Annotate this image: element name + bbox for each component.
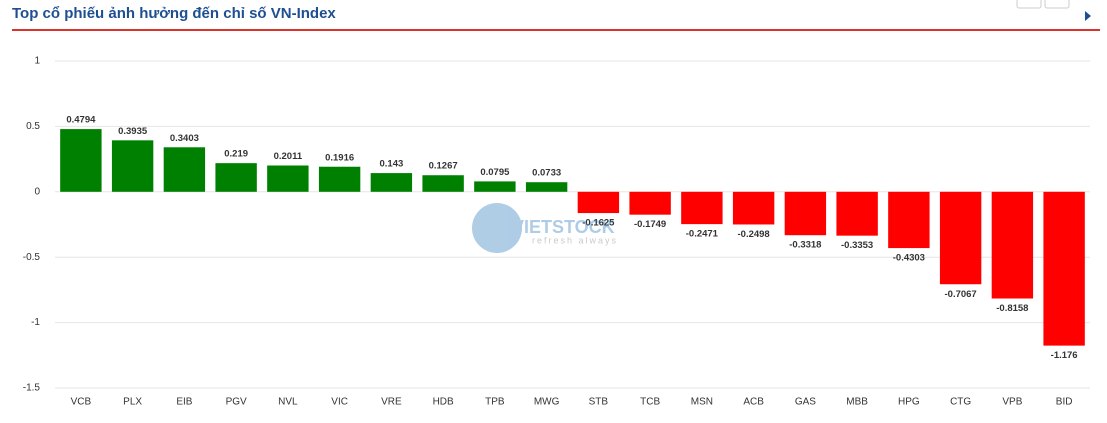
y-tick-label: 0.5 bbox=[26, 121, 40, 132]
watermark-tagline: refresh always bbox=[532, 235, 618, 245]
bar bbox=[318, 166, 361, 192]
expand-arrow[interactable] bbox=[1085, 11, 1091, 21]
x-tick-label: ACB bbox=[743, 397, 764, 408]
bar bbox=[111, 140, 154, 192]
x-tick-label: MBB bbox=[846, 397, 868, 408]
bar bbox=[991, 191, 1034, 299]
x-tick-label: MSN bbox=[691, 397, 713, 408]
x-tick-label: VIC bbox=[331, 397, 348, 408]
y-tick-label: 1 bbox=[34, 56, 40, 67]
value-label: -0.1625 bbox=[582, 218, 615, 229]
x-tick-label: PGV bbox=[226, 397, 247, 408]
bar bbox=[888, 191, 930, 249]
watermark-brand: VIETSTOCK bbox=[512, 217, 615, 237]
x-tick-label: TCB bbox=[640, 397, 660, 408]
bar bbox=[215, 163, 257, 192]
y-tick-label: -1.5 bbox=[23, 383, 41, 394]
value-label: 0.0795 bbox=[480, 167, 510, 178]
y-tick-label: -0.5 bbox=[23, 252, 41, 263]
x-tick-label: NVL bbox=[278, 397, 298, 408]
value-label: 0.219 bbox=[224, 149, 248, 160]
value-label: 0.0733 bbox=[532, 168, 561, 179]
bar bbox=[629, 191, 671, 215]
x-tick-label: CTG bbox=[950, 397, 971, 408]
value-label: -0.2471 bbox=[686, 229, 719, 240]
x-tick-label: HPG bbox=[898, 397, 920, 408]
value-label: 0.2011 bbox=[274, 151, 303, 162]
watermark-logo bbox=[472, 203, 522, 253]
y-tick-label: -1 bbox=[31, 317, 40, 328]
x-tick-label: GAS bbox=[795, 397, 816, 408]
x-tick-label: BID bbox=[1056, 397, 1073, 408]
bar bbox=[784, 191, 827, 236]
y-tick-label: 0 bbox=[34, 186, 40, 197]
x-tick-label: PLX bbox=[123, 397, 142, 408]
bar bbox=[681, 191, 723, 225]
bar bbox=[1043, 191, 1085, 346]
x-tick-label: HDB bbox=[433, 397, 454, 408]
value-label: 0.143 bbox=[379, 159, 403, 170]
x-tick-label: VPB bbox=[1002, 397, 1022, 408]
bar bbox=[732, 191, 775, 225]
x-tick-label: VCB bbox=[71, 397, 92, 408]
x-tick-label: EIB bbox=[176, 397, 192, 408]
value-label: -0.3318 bbox=[789, 240, 821, 251]
bar bbox=[60, 129, 102, 192]
value-label: -0.2498 bbox=[738, 229, 770, 240]
watermark: VIETSTOCK refresh always bbox=[472, 203, 618, 253]
bar bbox=[836, 191, 878, 236]
value-label: -0.4303 bbox=[893, 253, 925, 264]
value-label: -0.8158 bbox=[996, 303, 1028, 314]
x-tick-label: VRE bbox=[381, 397, 402, 408]
bar bbox=[474, 181, 516, 192]
value-label: -1.176 bbox=[1051, 350, 1078, 361]
bar bbox=[370, 173, 413, 192]
value-label: 0.3935 bbox=[118, 126, 148, 137]
x-tick-label: MWG bbox=[534, 397, 560, 408]
chart-title: Top cổ phiếu ảnh hưởng đến chỉ số VN-Ind… bbox=[12, 5, 336, 22]
value-label: 0.3403 bbox=[170, 133, 199, 144]
bar bbox=[525, 182, 568, 192]
value-label: -0.7067 bbox=[945, 289, 977, 300]
bar bbox=[267, 165, 309, 192]
value-label: -0.3353 bbox=[841, 240, 873, 251]
bar bbox=[577, 191, 620, 214]
next-button[interactable] bbox=[1044, 0, 1070, 9]
x-tick-label: STB bbox=[589, 397, 609, 408]
value-label: 0.1916 bbox=[325, 152, 354, 163]
value-label: 0.1267 bbox=[429, 161, 458, 172]
prev-button[interactable] bbox=[1016, 0, 1042, 9]
bar bbox=[163, 147, 206, 192]
value-label: 0.4794 bbox=[66, 115, 96, 126]
bar bbox=[422, 175, 464, 192]
value-label: -0.1749 bbox=[634, 219, 666, 230]
x-tick-label: TPB bbox=[485, 397, 505, 408]
bar bbox=[939, 191, 982, 285]
